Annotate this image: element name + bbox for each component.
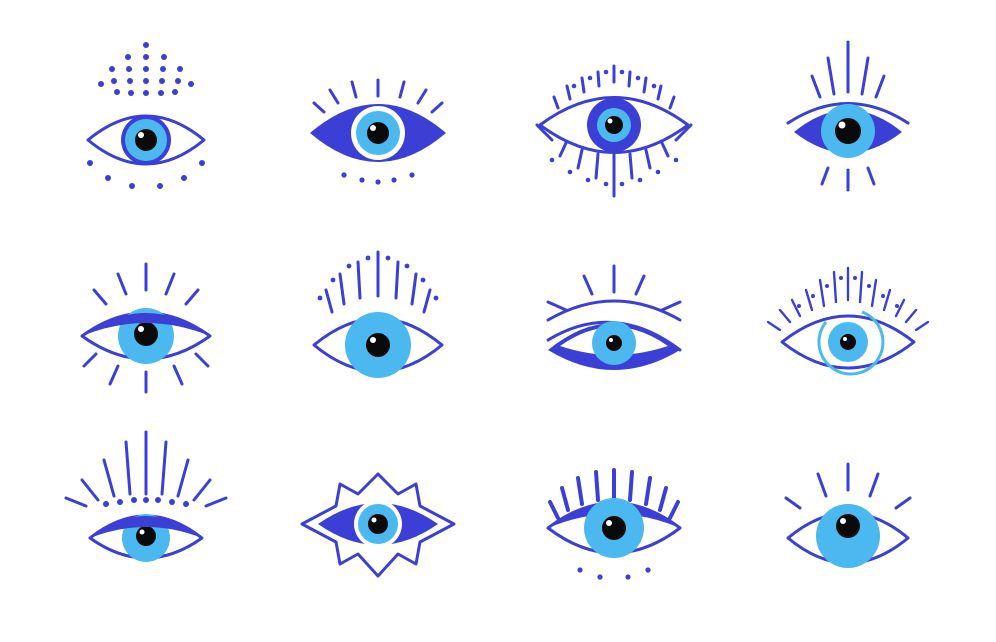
eye-icon-bold-lashes [546, 468, 682, 580]
eye-icon-filled-rays [786, 40, 910, 192]
eye-icon-star-frame [300, 472, 456, 578]
eye-icon-dashed-lashes [312, 250, 444, 378]
eye-icon-fine-lashes [766, 266, 930, 376]
eye-icon-sunburst-lid [64, 430, 228, 562]
eye-icon-heavy-lid [80, 262, 212, 394]
eye-icon-fringed [535, 64, 693, 198]
eye-icon-filled-lashes [310, 78, 446, 185]
eye-icon-simple-lashes [784, 462, 912, 568]
eye-icon-thick-lower-lid [546, 264, 682, 370]
eye-icon-dotted-crown [86, 42, 206, 189]
